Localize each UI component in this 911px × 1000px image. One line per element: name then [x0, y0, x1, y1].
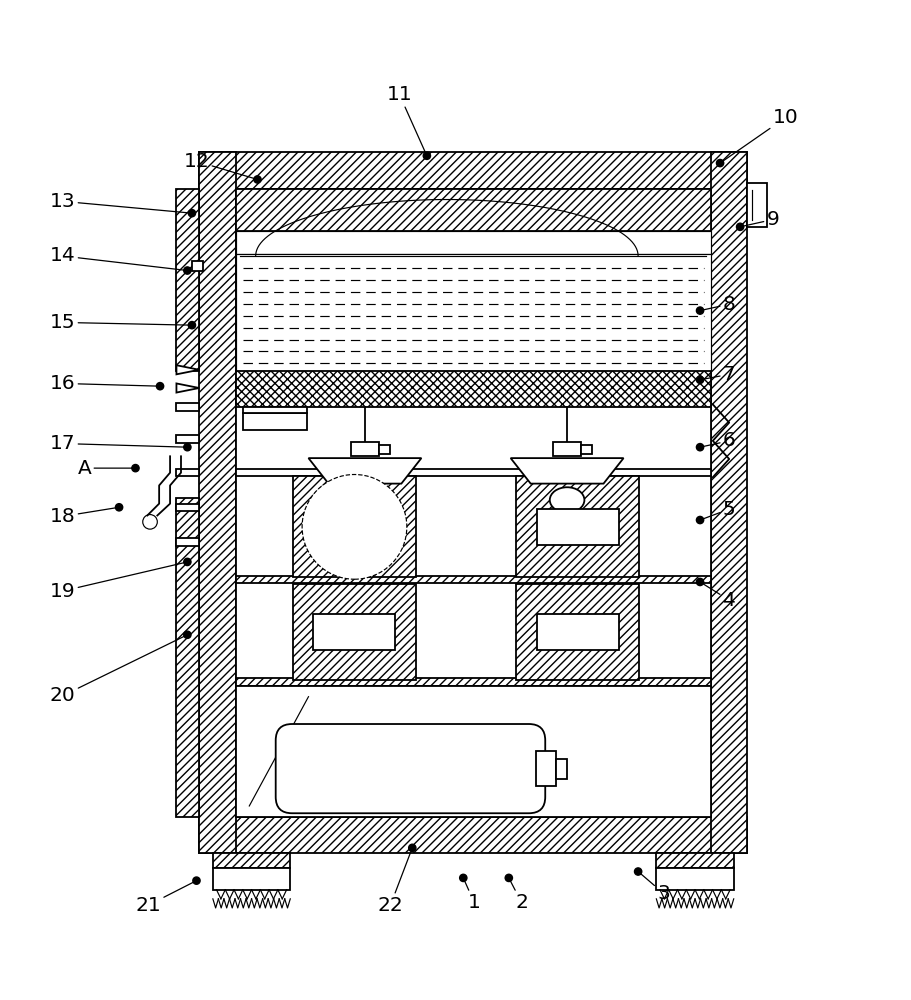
Bar	[191, 261, 202, 271]
Ellipse shape	[302, 475, 406, 579]
Circle shape	[408, 844, 415, 851]
Bar	[235, 189, 711, 817]
Text: 20: 20	[50, 635, 187, 705]
Text: 17: 17	[50, 434, 187, 453]
Text: 15: 15	[50, 313, 191, 332]
Bar	[656, 868, 733, 890]
Bar	[212, 853, 290, 868]
Bar	[176, 469, 199, 476]
Circle shape	[192, 877, 200, 884]
Circle shape	[459, 874, 466, 882]
Bar	[176, 504, 199, 511]
Bar	[212, 868, 290, 890]
Bar	[747, 183, 766, 227]
Bar	[553, 442, 580, 456]
Text: 13: 13	[50, 192, 191, 213]
Text: 11: 11	[386, 85, 426, 156]
Polygon shape	[176, 365, 199, 374]
FancyBboxPatch shape	[275, 724, 545, 813]
Ellipse shape	[347, 487, 382, 513]
Text: 16: 16	[50, 374, 159, 393]
Circle shape	[253, 176, 261, 183]
Bar	[580, 445, 591, 454]
Circle shape	[696, 376, 703, 383]
Bar	[378, 445, 389, 454]
Polygon shape	[176, 383, 199, 393]
Polygon shape	[308, 458, 421, 484]
Circle shape	[696, 578, 703, 586]
Text: 1: 1	[463, 878, 480, 912]
Circle shape	[423, 152, 430, 159]
Circle shape	[183, 631, 190, 638]
Circle shape	[696, 444, 703, 451]
Bar	[176, 189, 199, 371]
Text: 7: 7	[700, 365, 735, 384]
Bar	[235, 678, 711, 686]
Text: 22: 22	[377, 848, 412, 915]
Bar	[242, 413, 306, 430]
Circle shape	[132, 464, 139, 472]
Bar	[537, 614, 619, 650]
Bar	[176, 403, 199, 411]
Bar	[235, 371, 711, 407]
Bar	[351, 442, 378, 456]
Bar	[235, 231, 711, 254]
Polygon shape	[510, 458, 623, 484]
Bar	[656, 853, 733, 868]
Bar	[536, 751, 556, 786]
Bar	[235, 686, 711, 817]
Bar	[199, 152, 747, 189]
Text: 12: 12	[183, 152, 257, 179]
Circle shape	[183, 558, 190, 566]
Text: 6: 6	[700, 431, 735, 450]
Text: 10: 10	[720, 108, 798, 163]
Bar	[242, 407, 306, 413]
Bar	[556, 759, 567, 779]
Circle shape	[188, 210, 195, 217]
Bar	[199, 817, 747, 853]
Bar	[711, 152, 747, 853]
Text: 4: 4	[700, 582, 735, 610]
Bar	[516, 584, 639, 680]
Bar	[292, 476, 415, 577]
Circle shape	[634, 868, 641, 875]
Bar	[235, 189, 711, 231]
Text: 9: 9	[740, 210, 778, 229]
Bar	[176, 498, 199, 817]
Text: 21: 21	[135, 881, 196, 915]
Circle shape	[696, 516, 703, 524]
Bar	[516, 476, 639, 577]
Text: 14: 14	[50, 246, 187, 271]
Circle shape	[157, 383, 163, 390]
Bar	[235, 254, 711, 371]
Circle shape	[183, 444, 190, 451]
Text: A: A	[77, 459, 136, 478]
Circle shape	[505, 874, 512, 882]
Bar	[199, 152, 235, 853]
Text: 18: 18	[50, 507, 119, 526]
Text: 19: 19	[50, 562, 187, 601]
Circle shape	[116, 504, 123, 511]
Bar	[235, 576, 711, 583]
Bar	[176, 538, 199, 546]
Ellipse shape	[549, 487, 584, 513]
Bar	[235, 469, 711, 476]
Bar	[313, 614, 395, 650]
Circle shape	[696, 307, 703, 314]
Circle shape	[736, 223, 743, 230]
Bar	[292, 584, 415, 680]
Text: 8: 8	[700, 295, 735, 314]
Bar	[176, 435, 199, 443]
Circle shape	[716, 159, 723, 167]
Circle shape	[183, 267, 190, 274]
Text: 3: 3	[638, 872, 670, 903]
Text: 2: 2	[508, 878, 527, 912]
Circle shape	[188, 322, 195, 329]
Bar	[313, 509, 395, 545]
Bar	[537, 509, 619, 545]
Text: 5: 5	[700, 500, 735, 520]
